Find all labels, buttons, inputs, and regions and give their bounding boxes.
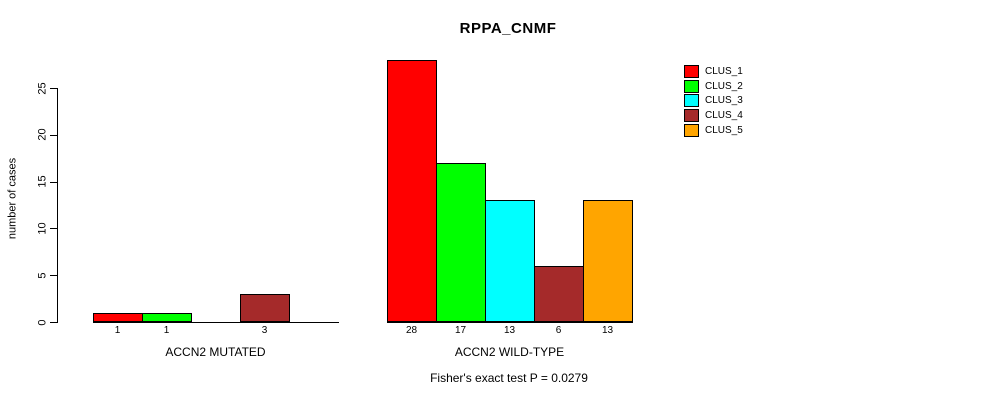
legend-row: CLUS_5 xyxy=(684,123,743,138)
y-tick xyxy=(50,228,57,230)
bar-value-label: 13 xyxy=(503,325,516,336)
legend-label: CLUS_4 xyxy=(705,109,743,121)
legend-label: CLUS_3 xyxy=(705,95,743,107)
bar-clus_4 xyxy=(240,294,290,322)
y-tick-label: 25 xyxy=(36,81,49,95)
bar-clus_2 xyxy=(142,313,192,322)
legend-label: CLUS_1 xyxy=(705,65,743,77)
group-label: ACCN2 WILD-TYPE xyxy=(454,345,565,359)
bar-value-label: 1 xyxy=(114,325,121,336)
y-tick-label: 5 xyxy=(36,272,49,279)
bar-value-label: 13 xyxy=(601,325,614,336)
y-axis-title: number of cases xyxy=(6,157,19,240)
y-tick xyxy=(50,322,57,323)
legend-row: CLUS_2 xyxy=(684,79,743,94)
y-tick xyxy=(50,134,57,136)
legend-swatch-clus_2 xyxy=(684,79,699,93)
legend-swatch-clus_4 xyxy=(684,108,699,122)
y-tick xyxy=(50,88,57,89)
y-tick xyxy=(50,181,57,183)
bar-value-label: 17 xyxy=(454,325,467,336)
y-tick xyxy=(50,275,57,277)
bar-clus_1 xyxy=(387,60,437,322)
bar-value-label: 28 xyxy=(405,325,418,336)
group-label: ACCN2 MUTATED xyxy=(165,345,266,359)
bar-clus_5 xyxy=(583,200,633,322)
bar-value-label: 1 xyxy=(163,325,170,336)
y-tick-label: 0 xyxy=(36,318,49,326)
group-axis-line xyxy=(387,322,633,323)
legend-label: CLUS_5 xyxy=(705,124,743,136)
bar-clus_1 xyxy=(93,313,143,322)
y-tick-label: 20 xyxy=(36,128,49,141)
y-tick-label: 10 xyxy=(36,222,49,235)
bar-clus_4 xyxy=(534,266,584,322)
legend-swatch-clus_1 xyxy=(684,64,699,78)
legend: CLUS_1 CLUS_2 CLUS_3 CLUS_4 CLUS_5 xyxy=(684,64,743,137)
legend-row: CLUS_3 xyxy=(684,93,743,108)
group-axis-line xyxy=(93,322,339,323)
legend-row: CLUS_1 xyxy=(684,64,743,79)
bar-value-label: 6 xyxy=(555,325,562,336)
bar-clus_2 xyxy=(436,163,486,322)
bar-clus_3 xyxy=(485,200,535,322)
legend-row: CLUS_4 xyxy=(684,108,743,123)
y-axis-line xyxy=(57,88,58,323)
legend-swatch-clus_3 xyxy=(684,94,699,108)
legend-label: CLUS_2 xyxy=(705,80,743,92)
y-tick-label: 15 xyxy=(36,175,49,188)
chart-title: RPPA_CNMF xyxy=(459,20,557,37)
statistical-test-note: Fisher's exact test P = 0.0279 xyxy=(430,371,588,385)
legend-swatch-clus_5 xyxy=(684,123,699,137)
bar-value-label: 3 xyxy=(261,325,268,336)
